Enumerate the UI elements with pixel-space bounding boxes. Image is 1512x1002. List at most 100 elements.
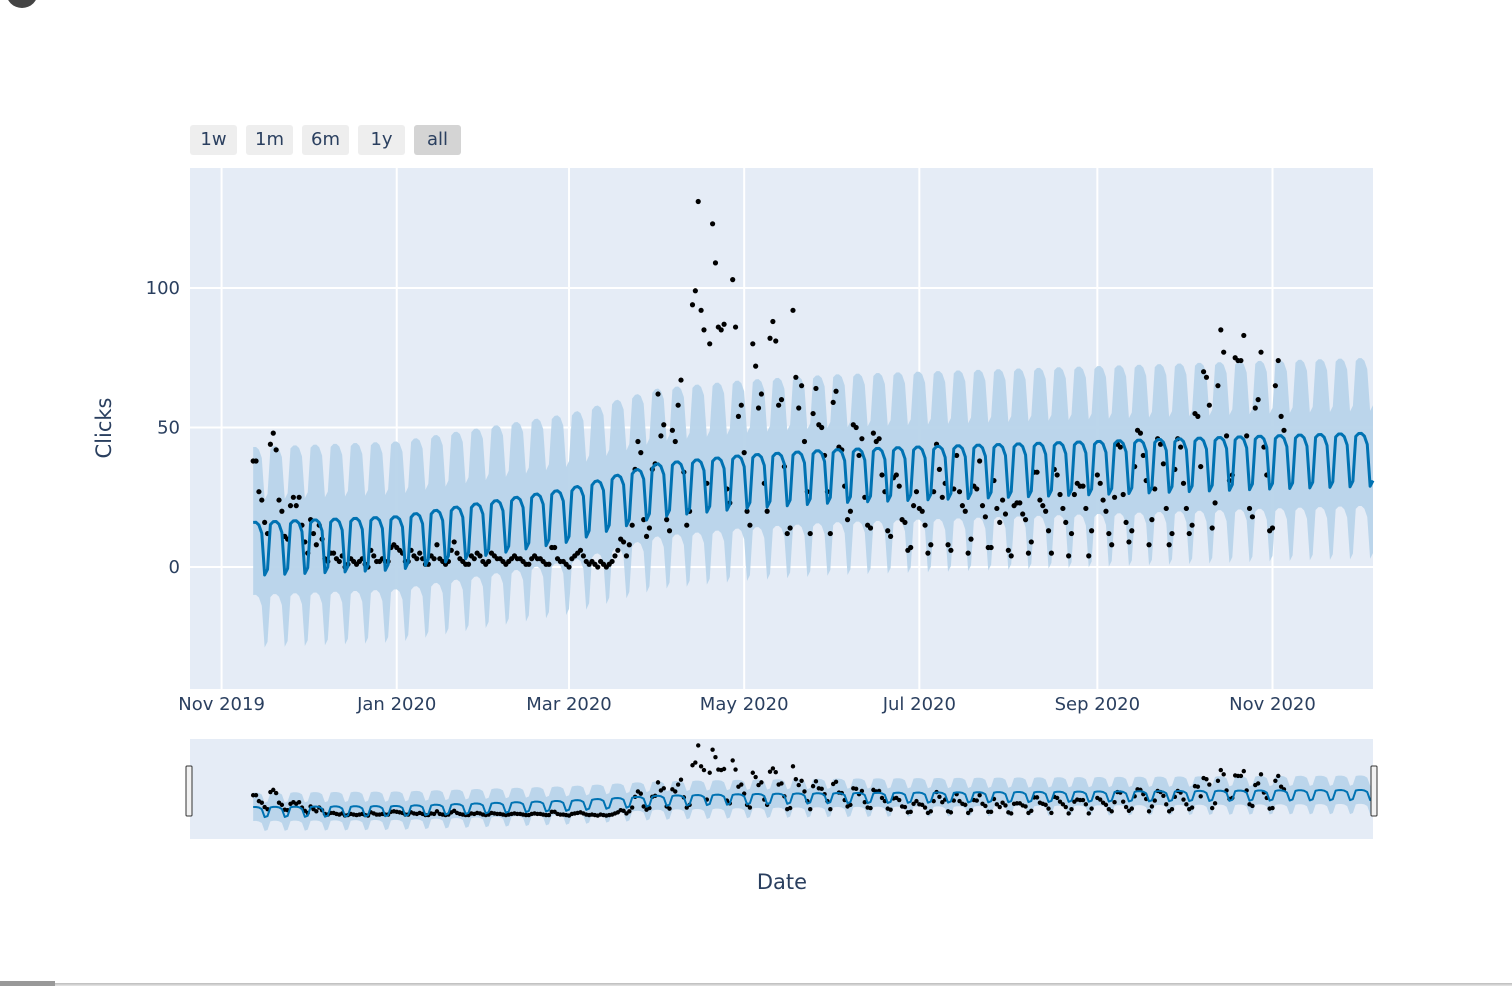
observed-point — [689, 302, 696, 308]
observed-point — [1272, 383, 1278, 389]
observed-point-minimap — [1189, 805, 1195, 810]
observed-point-minimap — [802, 789, 807, 794]
observed-point — [922, 522, 928, 528]
observed-point — [758, 391, 765, 397]
observed-point — [1180, 480, 1187, 486]
range-button-6m[interactable]: 6m — [302, 125, 349, 155]
observed-point-minimap — [1152, 798, 1157, 803]
observed-point — [1246, 505, 1253, 512]
observed-point — [1198, 463, 1204, 470]
observed-point-minimap — [902, 804, 908, 810]
observed-point — [1215, 383, 1221, 389]
observed-point — [1086, 553, 1092, 559]
observed-point — [417, 550, 423, 556]
observed-point-minimap — [629, 805, 635, 810]
observed-point — [1206, 402, 1212, 408]
observed-point — [919, 508, 925, 514]
observed-point — [552, 544, 558, 551]
range-button-1m[interactable]: 1m — [246, 125, 293, 155]
observed-point-minimap — [684, 805, 689, 810]
observed-point — [658, 433, 664, 439]
observed-point — [1169, 530, 1175, 537]
observed-point — [945, 542, 951, 548]
observed-point — [1203, 374, 1210, 380]
observed-point-minimap — [1083, 802, 1089, 807]
range-slider-left-handle[interactable] — [185, 765, 193, 817]
observed-point — [707, 341, 713, 347]
observed-point-minimap — [1109, 809, 1114, 814]
observed-point-minimap — [848, 802, 853, 808]
observed-point — [1005, 547, 1011, 553]
observed-point-minimap — [434, 809, 440, 814]
observed-point — [1111, 494, 1118, 500]
observed-point — [997, 519, 1003, 526]
observed-point-minimap — [1218, 767, 1224, 773]
observed-point — [1258, 349, 1264, 355]
observed-point — [888, 533, 894, 539]
observed-point — [293, 503, 299, 509]
observed-point-minimap — [919, 802, 925, 808]
observed-point — [414, 556, 420, 562]
observed-point-minimap — [888, 807, 893, 812]
observed-point — [925, 550, 931, 556]
observed-point-minimap — [253, 793, 259, 798]
scrollbar-thumb[interactable] — [0, 981, 55, 986]
observed-point-minimap — [1215, 778, 1221, 783]
range-button-1y[interactable]: 1y — [358, 125, 405, 155]
observed-point-minimap — [810, 783, 816, 789]
range-slider-right-handle[interactable] — [1370, 765, 1378, 817]
observed-point — [870, 430, 876, 436]
observed-point — [776, 402, 782, 408]
observed-point-minimap — [828, 806, 833, 812]
observed-point — [962, 508, 968, 514]
observed-point-minimap — [756, 782, 761, 788]
observed-point-minimap — [713, 755, 718, 760]
observed-point-minimap — [678, 777, 684, 782]
observed-point — [956, 489, 963, 495]
observed-point — [879, 472, 885, 478]
observed-point — [1238, 357, 1244, 364]
observed-point-minimap — [859, 788, 865, 794]
observed-point — [844, 517, 851, 523]
observed-point — [732, 324, 739, 330]
range-button-all[interactable]: all — [414, 125, 461, 155]
observed-point-minimap — [819, 786, 824, 792]
observed-point — [623, 553, 630, 559]
observed-point-minimap — [271, 787, 276, 793]
observed-point — [787, 525, 793, 531]
observed-point-minimap — [779, 781, 784, 786]
observed-point-minimap — [1089, 806, 1094, 811]
observed-point-minimap — [1195, 784, 1201, 789]
observed-point — [1022, 517, 1029, 523]
range-button-1w[interactable]: 1w — [190, 125, 237, 155]
uncertainty-band-minimap — [253, 775, 1373, 832]
observed-point — [910, 503, 917, 509]
observed-point — [279, 508, 285, 514]
observed-point — [486, 558, 492, 565]
observed-point-minimap — [977, 793, 982, 798]
observed-point — [999, 497, 1006, 503]
observed-point — [1186, 530, 1192, 537]
observed-point — [1040, 503, 1046, 509]
observed-point — [666, 528, 673, 534]
observed-point — [1083, 505, 1089, 512]
observed-point — [646, 525, 653, 531]
observed-point — [796, 405, 802, 411]
observed-point-minimap — [273, 790, 279, 796]
observed-point-minimap — [1212, 801, 1218, 806]
observed-point — [698, 307, 704, 313]
x-tick-label: Jan 2020 — [356, 694, 436, 715]
observed-point-minimap — [1161, 793, 1166, 798]
observed-point — [253, 458, 259, 464]
observed-point — [793, 374, 799, 380]
observed-point — [778, 397, 785, 403]
observed-point — [741, 450, 747, 456]
window-bottom-edge — [0, 983, 1512, 986]
observed-point — [695, 198, 701, 205]
observed-point — [885, 528, 891, 534]
observed-point-minimap — [721, 766, 727, 772]
observed-point — [1100, 497, 1106, 503]
observed-point — [1034, 469, 1040, 475]
observed-point — [819, 424, 825, 431]
